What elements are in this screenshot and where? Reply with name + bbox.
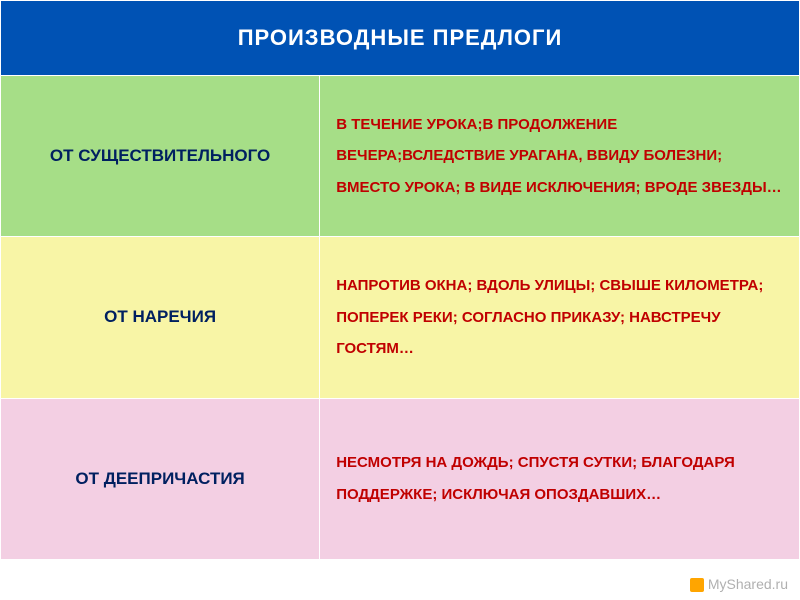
category-cell: ОТ НАРЕЧИЯ bbox=[1, 237, 320, 397]
category-cell: ОТ ДЕЕПРИЧАСТИЯ bbox=[1, 399, 320, 559]
table-row: ОТ СУЩЕСТВИТЕЛЬНОГО В ТЕЧЕНИЕ УРОКА;В ПР… bbox=[0, 76, 800, 237]
watermark-text: MyShared.ru bbox=[708, 576, 788, 592]
table-container: ПРОИЗВОДНЫЕ ПРЕДЛОГИ ОТ СУЩЕСТВИТЕЛЬНОГО… bbox=[0, 0, 800, 560]
watermark-icon bbox=[690, 578, 704, 592]
examples-cell: НАПРОТИВ ОКНА; ВДОЛЬ УЛИЦЫ; СВЫШЕ КИЛОМЕ… bbox=[320, 237, 799, 397]
watermark: MyShared.ru bbox=[690, 576, 788, 592]
category-cell: ОТ СУЩЕСТВИТЕЛЬНОГО bbox=[1, 76, 320, 236]
examples-cell: НЕСМОТРЯ НА ДОЖДЬ; СПУСТЯ СУТКИ; БЛАГОДА… bbox=[320, 399, 799, 559]
examples-cell: В ТЕЧЕНИЕ УРОКА;В ПРОДОЛЖЕНИЕ ВЕЧЕРА;ВСЛ… bbox=[320, 76, 799, 236]
table-row: ОТ ДЕЕПРИЧАСТИЯ НЕСМОТРЯ НА ДОЖДЬ; СПУСТ… bbox=[0, 399, 800, 560]
table-row: ОТ НАРЕЧИЯ НАПРОТИВ ОКНА; ВДОЛЬ УЛИЦЫ; С… bbox=[0, 237, 800, 398]
table-header: ПРОИЗВОДНЫЕ ПРЕДЛОГИ bbox=[0, 0, 800, 76]
